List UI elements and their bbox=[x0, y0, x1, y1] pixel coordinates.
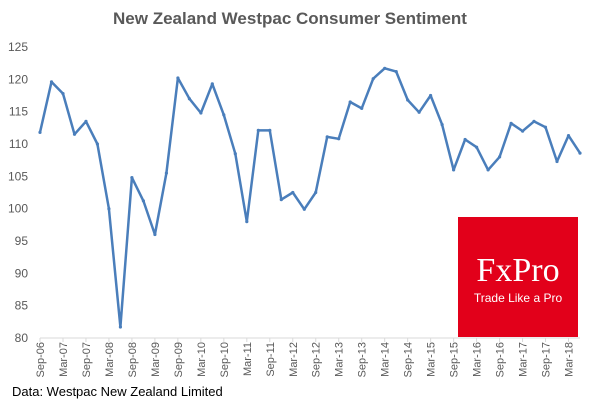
y-tick-label: 100 bbox=[8, 202, 28, 216]
data-point bbox=[95, 142, 99, 146]
x-tick-label: Mar-07 bbox=[58, 342, 70, 377]
data-point bbox=[130, 176, 134, 180]
y-axis: 80 85 90 95 100 105 110 115 120 125 bbox=[8, 40, 28, 345]
series-line bbox=[38, 67, 582, 329]
data-point bbox=[72, 132, 77, 136]
data-point bbox=[371, 77, 375, 81]
data-point bbox=[291, 190, 295, 195]
data-point bbox=[118, 325, 122, 329]
data-point bbox=[498, 155, 502, 159]
data-point bbox=[164, 171, 168, 175]
x-tick-label: Sep-13 bbox=[357, 342, 369, 377]
x-tick-label: Sep-10 bbox=[219, 342, 231, 377]
data-point bbox=[475, 145, 479, 149]
data-point bbox=[256, 128, 260, 132]
data-point bbox=[49, 80, 54, 84]
x-tick-label: Mar-11 bbox=[242, 342, 254, 376]
x-tick-label: Sep-08 bbox=[127, 342, 139, 377]
data-point bbox=[486, 168, 490, 172]
y-tick-label: 90 bbox=[15, 266, 29, 280]
data-points bbox=[38, 66, 582, 329]
data-point bbox=[360, 106, 364, 110]
data-point bbox=[394, 70, 398, 74]
source-note: Data: Westpac New Zealand Limited bbox=[12, 384, 223, 399]
x-tick-label: Sep-11 bbox=[265, 342, 277, 377]
x-tick-label: Sep-16 bbox=[495, 342, 507, 377]
y-tick-label: 80 bbox=[15, 331, 29, 345]
x-tick-label: Mar-18 bbox=[564, 342, 576, 377]
data-point bbox=[302, 207, 306, 211]
data-point bbox=[325, 135, 329, 139]
data-point bbox=[348, 100, 352, 104]
data-point bbox=[268, 128, 272, 132]
x-tick-label: Mar-13 bbox=[334, 342, 346, 377]
data-point bbox=[521, 129, 525, 133]
y-tick-label: 120 bbox=[8, 72, 28, 86]
data-point bbox=[222, 113, 226, 117]
x-tick-label: Sep-09 bbox=[173, 342, 185, 377]
data-point bbox=[463, 137, 467, 142]
brand-tagline: Trade Like a Pro bbox=[474, 291, 563, 305]
x-tick-label: Mar-12 bbox=[288, 342, 300, 377]
x-tick-label: Sep-12 bbox=[311, 342, 323, 377]
data-point bbox=[61, 92, 65, 96]
data-point bbox=[199, 111, 203, 115]
x-tick-label: Mar-15 bbox=[426, 342, 438, 377]
data-point bbox=[233, 152, 237, 156]
data-point bbox=[555, 159, 559, 164]
y-tick-label: 125 bbox=[8, 40, 28, 54]
data-point bbox=[279, 198, 283, 202]
data-point bbox=[429, 93, 433, 98]
data-point bbox=[417, 110, 421, 114]
data-point bbox=[566, 134, 571, 138]
x-tick-label: Mar-10 bbox=[196, 342, 208, 377]
data-point bbox=[141, 199, 145, 203]
data-point bbox=[38, 130, 42, 134]
data-point bbox=[509, 121, 513, 125]
data-point bbox=[210, 82, 214, 86]
y-tick-label: 110 bbox=[9, 137, 28, 151]
data-point bbox=[543, 125, 548, 129]
data-point bbox=[406, 98, 410, 102]
data-point bbox=[153, 232, 157, 237]
y-tick-label: 105 bbox=[8, 169, 28, 183]
brand-box bbox=[458, 217, 578, 337]
x-tick-label: Mar-14 bbox=[380, 342, 392, 377]
x-tick-label: Sep-06 bbox=[35, 342, 47, 377]
brand-name: FxPro bbox=[476, 252, 559, 289]
chart-title: New Zealand Westpac Consumer Sentiment bbox=[113, 9, 467, 28]
data-point bbox=[187, 97, 191, 101]
x-tick-label: Mar-16 bbox=[472, 342, 484, 377]
data-point bbox=[440, 123, 444, 127]
data-point bbox=[452, 168, 456, 172]
x-tick-label: Mar-17 bbox=[518, 342, 530, 377]
x-tick-label: Sep-17 bbox=[541, 342, 553, 377]
y-tick-label: 85 bbox=[15, 299, 29, 313]
data-point bbox=[107, 207, 111, 211]
data-point bbox=[245, 220, 249, 224]
x-tick-label: Sep-07 bbox=[81, 342, 93, 377]
fxpro-logo: FxPro Trade Like a Pro bbox=[458, 217, 578, 337]
y-tick-label: 95 bbox=[15, 234, 29, 248]
y-tick-label: 115 bbox=[9, 105, 28, 119]
x-tick-label: Sep-15 bbox=[449, 342, 461, 377]
data-point bbox=[532, 119, 536, 123]
x-tick-label: Mar-08 bbox=[104, 342, 116, 377]
x-tick-label: Sep-14 bbox=[403, 342, 415, 377]
data-point bbox=[337, 137, 341, 141]
data-point bbox=[578, 151, 582, 155]
data-point bbox=[176, 76, 180, 80]
data-point bbox=[84, 119, 88, 123]
x-tick-label: Mar-09 bbox=[150, 342, 162, 377]
x-axis: Sep-06 Mar-07 Sep-07 Mar-08 Sep-08 Mar-09 Sep-… bbox=[35, 338, 576, 377]
data-point bbox=[314, 190, 318, 195]
data-point bbox=[383, 66, 387, 70]
